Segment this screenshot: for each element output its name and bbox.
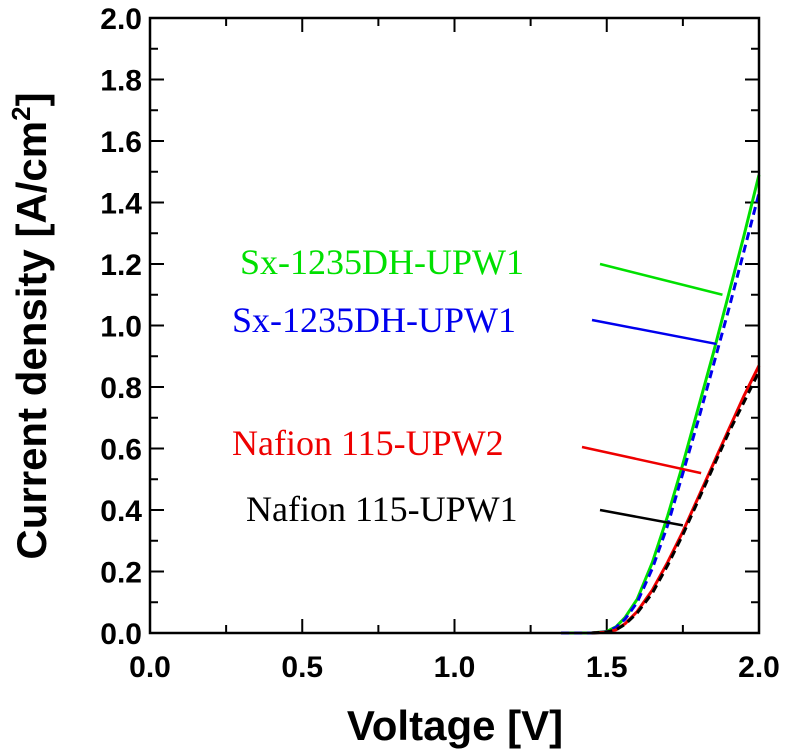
legend-label-sx-blue: Sx-1235DH-UPW1 — [232, 300, 516, 340]
y-tick-label: 0.4 — [100, 495, 142, 528]
x-tick-label: 2.0 — [738, 651, 780, 684]
y-tick-label: 0.0 — [100, 618, 142, 651]
x-axis-title: Voltage [V] — [347, 702, 563, 749]
series-line-0 — [561, 174, 761, 635]
axis-ticks — [149, 17, 760, 634]
series-line-3 — [591, 370, 761, 635]
legend-label-sx-green: Sx-1235DH-UPW1 — [240, 242, 524, 282]
y-tick-label: 1.4 — [100, 188, 142, 221]
y-tick-label: 1.2 — [100, 249, 142, 282]
series-line-1 — [561, 192, 761, 635]
y-tick-label: 1.8 — [100, 65, 142, 98]
leader-line-2 — [581, 445, 702, 475]
data-curves — [561, 174, 761, 635]
y-tick-label: 1.0 — [100, 311, 142, 344]
legend-leaders — [581, 262, 723, 527]
x-tick-label: 0.5 — [281, 651, 323, 684]
y-tick-label: 2.0 — [100, 3, 142, 36]
leader-line-0 — [599, 262, 723, 296]
x-tick-label: 0.0 — [129, 651, 171, 684]
y-tick-labels: 0.0 0.2 0.4 0.6 0.8 1.0 1.2 1.4 1.6 1.8 2.0 — [100, 3, 142, 651]
y-tick-label: 0.6 — [100, 434, 142, 467]
plot-frame — [148, 16, 761, 635]
y-tick-label: 0.8 — [100, 372, 142, 405]
y-tick-label: 0.2 — [100, 557, 142, 590]
y-tick-label: 1.6 — [100, 126, 142, 159]
legend-label-nafion-upw1: Nafion 115-UPW1 — [246, 489, 518, 529]
y-axis-title: Current density [A/cm2] — [6, 92, 55, 559]
leader-line-1 — [591, 318, 717, 346]
x-tick-label: 1.0 — [434, 651, 476, 684]
legend-label-nafion-upw2: Nafion 115-UPW2 — [232, 423, 504, 463]
x-tick-label: 1.5 — [586, 651, 628, 684]
x-tick-labels: 0.0 0.5 1.0 1.5 2.0 — [129, 651, 780, 684]
leader-line-3 — [599, 508, 684, 527]
